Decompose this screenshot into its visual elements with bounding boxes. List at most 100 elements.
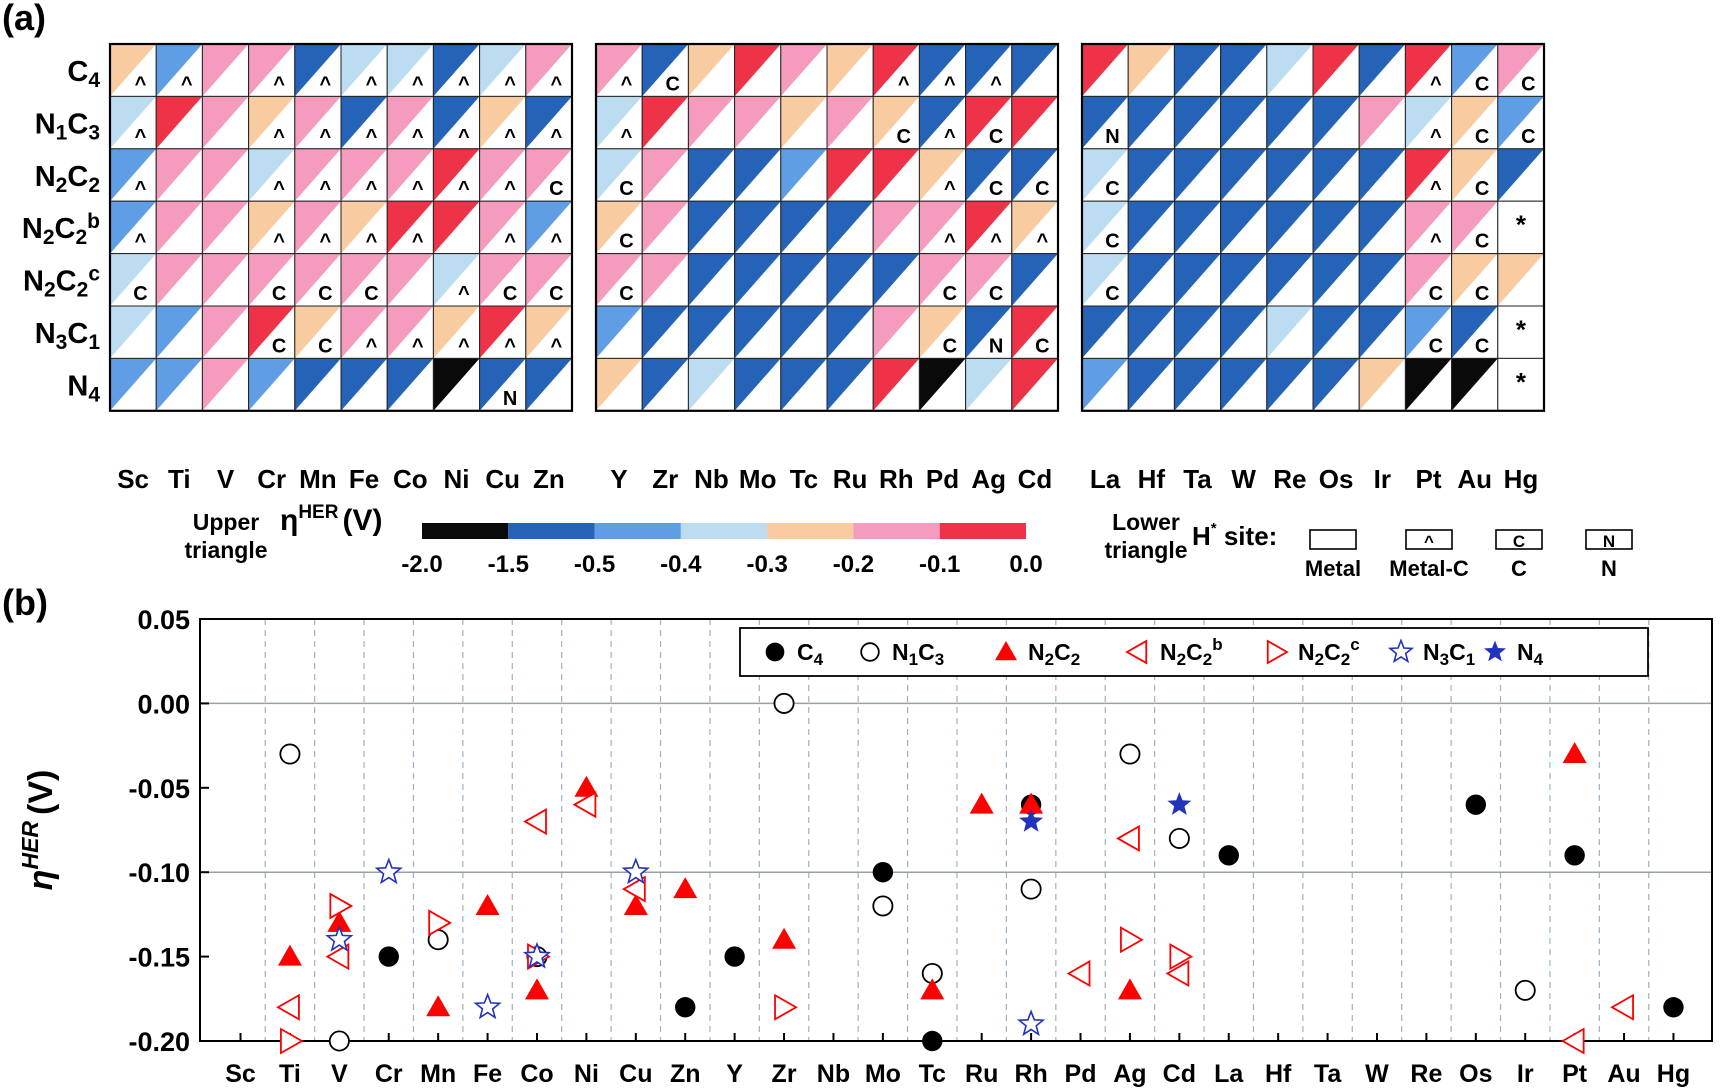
data-point-n3c1 [621, 857, 650, 885]
site-marker: C [619, 283, 633, 305]
heatmap-cell: ^ [595, 43, 643, 97]
site-marker: ^ [1430, 126, 1442, 148]
x-tick-label: Cd [1163, 1060, 1196, 1088]
site-marker: C [896, 126, 910, 148]
colorbar-segment [508, 523, 595, 539]
site-marker: ^ [504, 73, 516, 95]
heatmap-cell [1173, 95, 1222, 150]
heatmap-cell: ^ [432, 253, 481, 307]
heatmap-cell: N [479, 357, 527, 412]
heatmap-cell [1358, 305, 1406, 359]
site-marker: C [619, 178, 633, 200]
data-point-n2c2 [327, 910, 352, 932]
column-label: Y [610, 464, 627, 494]
heatmap-cell [340, 357, 388, 412]
heatmap-cell: C [965, 148, 1013, 202]
heatmap-cell [687, 43, 736, 97]
site-marker: * [1516, 367, 1527, 397]
x-tick-label: Zr [772, 1060, 797, 1088]
heatmap-cell [1266, 95, 1314, 150]
data-point-n1c3 [1119, 743, 1141, 765]
y-tick-label: -0.05 [128, 774, 190, 804]
site-marker: ^ [181, 73, 193, 95]
heatmap-cell [1127, 95, 1175, 150]
site-marker: C [1521, 73, 1535, 95]
site-marker: C [1429, 335, 1443, 357]
data-point-c4 [922, 1030, 943, 1052]
data-point-c4 [872, 862, 894, 883]
heatmap-cell [687, 253, 736, 307]
legend-label: N2C2c [1298, 635, 1360, 669]
data-point-c4 [378, 946, 399, 967]
heatmap-cell [386, 253, 434, 307]
site-legend-label: Metal [1305, 556, 1361, 581]
colorbar-tick-label: -0.3 [746, 551, 787, 578]
plot-frame [199, 618, 1713, 1042]
column-label: Cu [485, 464, 520, 494]
site-marker: N [1475, 388, 1489, 410]
heatmap-cell: C [294, 305, 342, 359]
site-marker: N [1429, 388, 1443, 410]
column-label: V [217, 464, 235, 494]
site-marker: ^ [135, 73, 147, 95]
heatmap-cell: C [294, 253, 342, 307]
site-marker: ^ [944, 231, 956, 253]
site-legend-symbol: C [1513, 532, 1525, 551]
heatmap-cell: ^ [432, 305, 481, 359]
heatmap-cell [687, 200, 736, 255]
site-marker: ^ [458, 283, 470, 305]
column-label: Fe [349, 464, 379, 494]
x-tick-label: Ni [574, 1060, 599, 1088]
heatmap-cell [826, 43, 874, 97]
heatmap-cell: ^ [109, 43, 157, 97]
heatmap-cell [826, 200, 874, 255]
site-marker: ^ [458, 335, 470, 357]
heatmap-cell [1127, 357, 1175, 412]
site-marker: C [1475, 73, 1489, 95]
heatmap-cell [687, 357, 736, 412]
site-marker: C [549, 283, 563, 305]
x-tick-label: Fe [473, 1060, 502, 1088]
data-point-n2c2b [523, 808, 547, 836]
data-point-n2c2b [276, 993, 300, 1021]
site-marker: ^ [990, 73, 1002, 95]
column-label: Cd [1018, 464, 1053, 494]
heatmap-cell [155, 305, 203, 359]
heatmap-cell: ^ [340, 43, 388, 97]
heatmap-cell: ^ [294, 200, 342, 255]
site-legend-box [1405, 529, 1453, 550]
heatmap-cell: C [109, 253, 157, 307]
heatmap-cell [1173, 43, 1222, 97]
heatmap-cell: N [1081, 95, 1129, 150]
legend-marker [995, 641, 1017, 661]
data-point-n3c1 [374, 857, 403, 885]
row-label: N1C3 [35, 108, 100, 144]
heatmap-cell [872, 253, 920, 307]
legend-marker [1266, 639, 1289, 665]
heatmap-cell [1358, 43, 1406, 97]
heatmap-cell [780, 305, 828, 359]
heatmap-cell [201, 305, 250, 359]
data-point-n2c2 [920, 978, 945, 1000]
heatmap-cell [1312, 95, 1360, 150]
data-point-n2c2 [1117, 978, 1142, 1000]
heatmap-cell: ^ [918, 43, 967, 97]
heatmap-cell [201, 357, 250, 412]
heatmap-cell: ^ [248, 148, 296, 202]
site-marker: ^ [319, 73, 331, 95]
x-tick-label: Hg [1657, 1060, 1690, 1088]
colorbar-tick-label: 0.0 [1009, 551, 1042, 578]
x-tick-label: Pt [1562, 1060, 1588, 1088]
data-point-n2c2 [673, 877, 698, 899]
data-point-n2c2c [1120, 926, 1144, 954]
colorbar-segment [594, 523, 681, 539]
site-marker: ^ [944, 126, 956, 148]
heatmap-cell: ^ [918, 95, 967, 150]
data-point-n2c2 [1562, 742, 1587, 764]
data-point-c4 [724, 946, 745, 967]
site-marker: C [1035, 178, 1049, 200]
legend-marker [1125, 639, 1148, 665]
heatmap-cell [386, 357, 434, 412]
site-marker: ^ [1430, 231, 1442, 253]
